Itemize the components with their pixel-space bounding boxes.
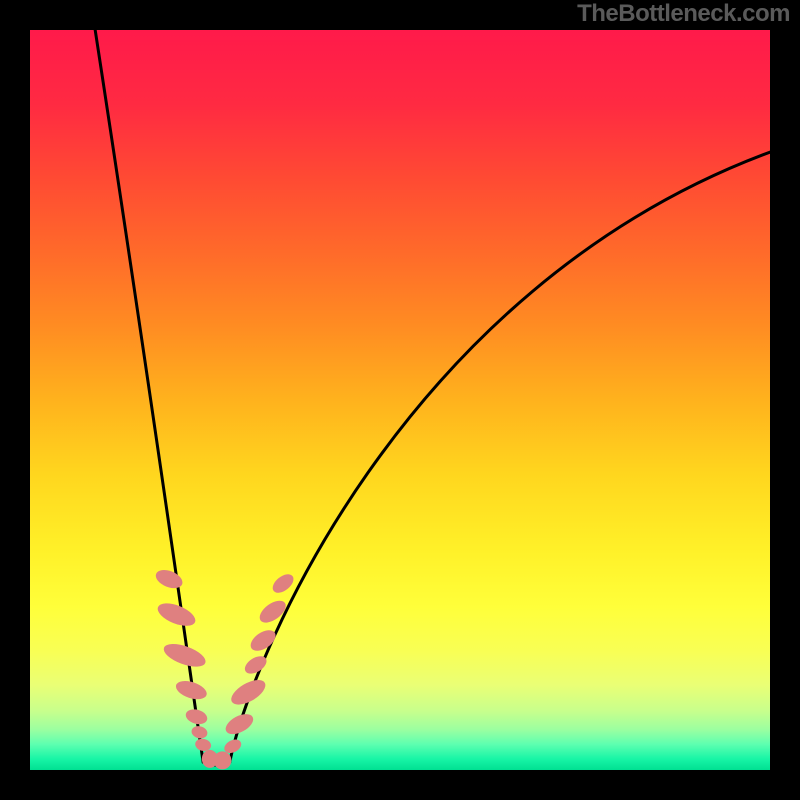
chart-container: TheBottleneck.com — [0, 0, 800, 800]
bottleneck-chart — [0, 0, 800, 800]
data-marker — [213, 751, 231, 769]
gradient-background — [30, 30, 770, 770]
watermark-text: TheBottleneck.com — [577, 0, 790, 28]
